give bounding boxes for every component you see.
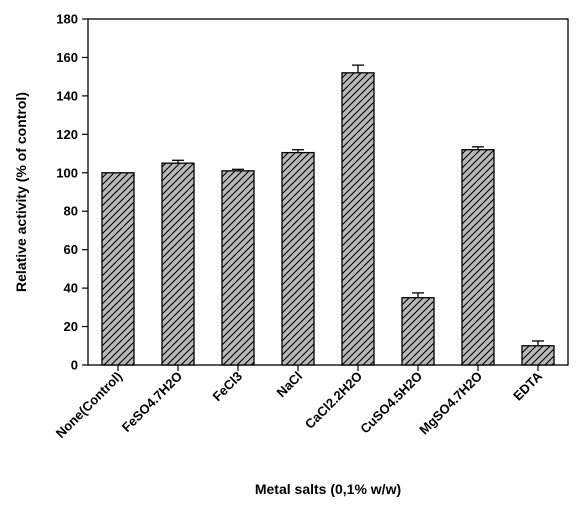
x-tick-label: FeCl3 [209, 369, 245, 405]
bar [401, 297, 435, 366]
x-tick-label: CaCl2.2H2O [302, 369, 365, 432]
y-tick-label: 80 [64, 204, 78, 219]
x-tick-label: EDTA [510, 368, 545, 403]
y-tick-label: 120 [56, 127, 78, 142]
x-tick-label: CuSO4.5H2O [357, 369, 425, 437]
bar [161, 162, 195, 366]
plot-frame [87, 18, 569, 366]
y-tick-label: 40 [64, 281, 78, 296]
x-tick-label: NaCl [274, 369, 306, 401]
bar [281, 151, 315, 366]
bar [521, 345, 555, 366]
x-tick-label: None(Control) [53, 369, 125, 441]
y-tick-label: 0 [71, 358, 78, 373]
y-tick-label: 160 [56, 50, 78, 65]
x-axis-title: Metal salts (0,1% w/w) [255, 481, 401, 497]
y-tick-label: 20 [64, 319, 78, 334]
bar [221, 170, 255, 366]
y-tick-label: 140 [56, 88, 78, 103]
y-tick-label: 100 [56, 165, 78, 180]
x-tick-label: FeSO4.7H2O [119, 369, 185, 435]
plot-area: 0 20 40 60 80 100 120 140 160 180 None(Control)FeS… [53, 12, 569, 441]
y-axis-title: Relative activity (% of control) [13, 92, 29, 292]
bar [101, 172, 135, 366]
y-tick-label: 180 [56, 12, 78, 27]
x-tick-label: MgSO4.7H2O [416, 369, 485, 438]
bar [341, 72, 375, 366]
bar [461, 149, 495, 366]
y-tick-label: 60 [64, 242, 78, 257]
